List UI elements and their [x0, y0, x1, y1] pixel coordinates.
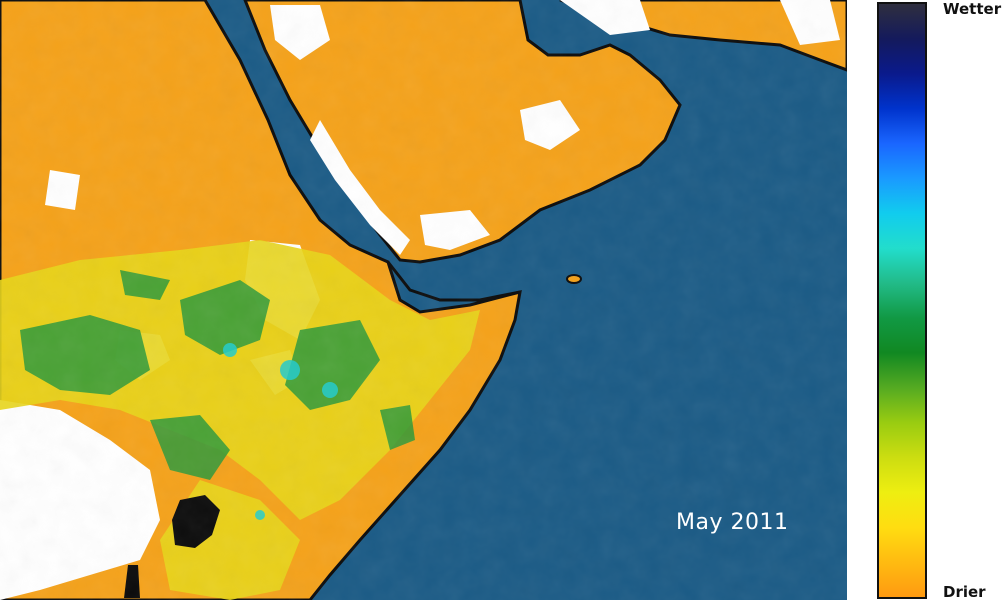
soil-moisture-map — [0, 0, 847, 600]
legend-top-label: Wetter — [943, 0, 1002, 18]
legend-bottom-label: Drier — [943, 583, 986, 601]
legend-gradient — [879, 4, 925, 597]
moisture-legend-bar — [877, 2, 927, 599]
date-label: May 2011 — [676, 510, 789, 535]
